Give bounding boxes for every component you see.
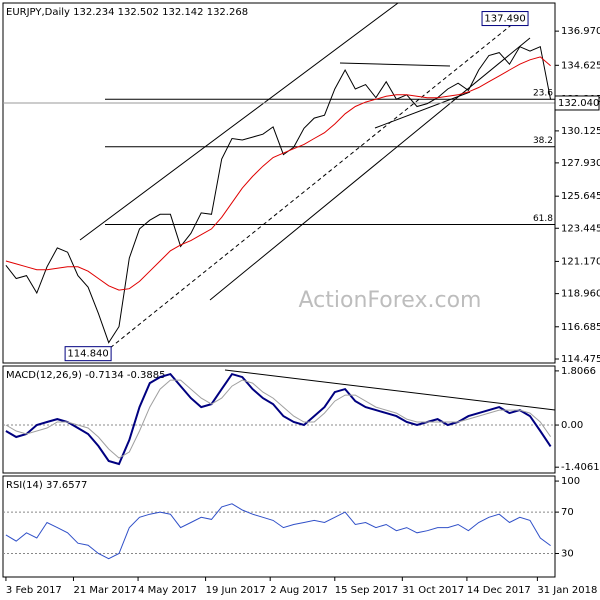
x-tick-label: 14 Dec 2017 [467, 585, 531, 596]
trend-lines [79, 2, 556, 411]
panel-title: MACD(12,26,9) -0.7134 -0.3885 [6, 370, 166, 381]
y-tick-label: 123.445 [561, 223, 600, 234]
x-tick-label: 4 May 2017 [138, 585, 197, 596]
y-tick-label: 100 [561, 476, 580, 487]
fib-label: 61.8 [533, 214, 553, 224]
annotation-label: 114.840 [67, 349, 108, 360]
y-tick-label: 114.475 [561, 354, 600, 365]
y-tick-label: 116.685 [561, 322, 600, 333]
panel-title: RSI(14) 37.6577 [6, 480, 87, 491]
y-tick-label: 30 [561, 549, 574, 560]
series-line [5, 45, 552, 344]
channel-lower [209, 37, 531, 301]
y-tick-label: 125.645 [561, 191, 600, 202]
x-tick-label: 19 Jun 2017 [206, 585, 266, 596]
channel-upper [79, 2, 399, 241]
y-tick-label: 70 [561, 507, 574, 518]
series-line [5, 56, 551, 291]
watermark: ActionForex.com [299, 288, 482, 313]
y-tick-label: 0.00 [561, 420, 583, 431]
x-tick-label: 31 Jan 2018 [537, 585, 597, 596]
x-tick-label: 31 Oct 2017 [402, 585, 464, 596]
price-panel [2, 2, 556, 364]
panel-title: EURJPY,Daily 132.234 132.502 132.142 132… [6, 7, 248, 18]
channel-dashed [104, 17, 521, 353]
y-tick-label: 130.125 [561, 126, 600, 137]
series-line [5, 503, 551, 560]
macd-trend [224, 369, 556, 411]
wedge-line [374, 91, 471, 129]
x-tick-label: 3 Feb 2017 [6, 585, 62, 596]
y-tick-label: -1.4061 [561, 462, 600, 473]
x-tick-label: 21 Mar 2017 [73, 585, 136, 596]
y-tick-label: 118.960 [561, 289, 600, 300]
price-tag [554, 95, 600, 111]
annotation-label: 137.490 [484, 14, 525, 25]
flat-line [339, 62, 451, 67]
y-tick-label: 136.970 [561, 26, 600, 37]
macd-panel [2, 365, 556, 474]
annotation-box [481, 11, 529, 27]
y-tick-label: 134.625 [561, 60, 600, 71]
y-tick-label: 121.170 [561, 256, 600, 267]
annotation-box [64, 346, 112, 362]
price-tag-label: 132.040 [558, 98, 599, 109]
fib-label: 23.6 [533, 89, 553, 99]
y-tick-label: 127.930 [561, 158, 600, 169]
rsi-panel [2, 475, 556, 578]
y-tick-label: 1.8066 [561, 366, 596, 377]
fib-label: 38.2 [533, 136, 553, 146]
x-tick-label: 2 Aug 2017 [270, 585, 328, 596]
x-tick-label: 15 Sep 2017 [335, 585, 398, 596]
series-line [5, 379, 552, 459]
